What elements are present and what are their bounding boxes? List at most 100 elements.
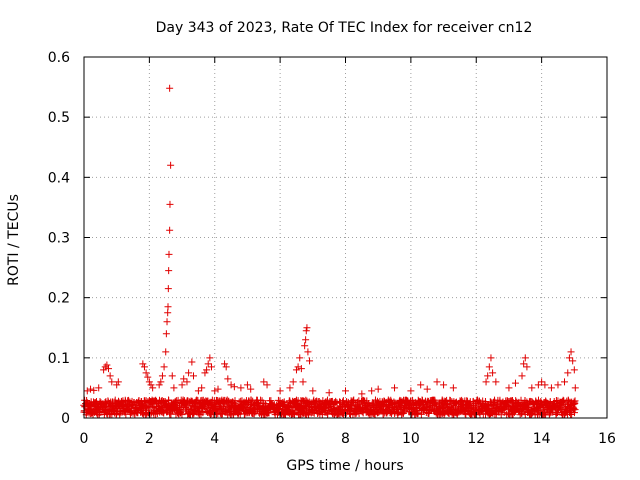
y-tick-label: 0.5 bbox=[48, 110, 70, 126]
data-point bbox=[306, 357, 314, 365]
data-point bbox=[518, 372, 526, 380]
data-point bbox=[296, 354, 304, 362]
data-points bbox=[80, 84, 579, 419]
data-point bbox=[166, 200, 174, 208]
data-point bbox=[299, 378, 307, 386]
data-point bbox=[564, 369, 572, 377]
data-point bbox=[139, 360, 147, 368]
data-point bbox=[194, 387, 202, 395]
data-point bbox=[302, 336, 310, 344]
data-point bbox=[300, 409, 308, 417]
data-point bbox=[164, 309, 172, 317]
data-point bbox=[108, 378, 116, 386]
y-tick-label: 0.4 bbox=[48, 170, 70, 186]
data-point bbox=[554, 381, 562, 389]
data-point bbox=[83, 387, 91, 395]
x-tick-label: 12 bbox=[467, 431, 485, 447]
data-point bbox=[426, 406, 434, 414]
data-point bbox=[87, 385, 95, 393]
data-point bbox=[565, 397, 573, 405]
data-point bbox=[164, 285, 172, 293]
data-point bbox=[523, 363, 531, 371]
x-tick-label: 8 bbox=[341, 431, 350, 447]
data-point bbox=[237, 384, 245, 392]
data-point bbox=[230, 383, 238, 391]
y-tick-label: 0.1 bbox=[48, 351, 70, 367]
data-point bbox=[178, 411, 186, 419]
y-tick-label: 0 bbox=[61, 411, 70, 427]
data-point bbox=[489, 369, 497, 377]
data-point bbox=[314, 409, 322, 417]
data-point bbox=[207, 363, 215, 371]
data-point bbox=[384, 402, 392, 410]
data-point bbox=[147, 381, 155, 389]
data-point bbox=[263, 381, 271, 389]
data-point bbox=[178, 381, 186, 389]
data-point bbox=[175, 410, 183, 418]
data-point bbox=[106, 372, 114, 380]
data-point bbox=[143, 404, 151, 412]
y-tick-label: 0.2 bbox=[48, 291, 70, 307]
data-point bbox=[101, 363, 109, 371]
data-point bbox=[452, 399, 460, 407]
data-point bbox=[439, 404, 447, 412]
x-tick-label: 6 bbox=[276, 431, 285, 447]
data-point bbox=[374, 385, 382, 393]
data-point bbox=[309, 387, 317, 395]
data-point bbox=[190, 372, 198, 380]
data-point bbox=[417, 381, 425, 389]
data-point bbox=[160, 363, 168, 371]
data-point bbox=[414, 409, 422, 417]
data-point bbox=[391, 384, 399, 392]
data-point bbox=[162, 330, 170, 338]
data-point bbox=[95, 384, 103, 392]
x-tick-label: 0 bbox=[80, 431, 89, 447]
data-point bbox=[105, 365, 113, 373]
data-point bbox=[553, 409, 561, 417]
data-point bbox=[547, 384, 555, 392]
data-point bbox=[221, 360, 229, 368]
data-point bbox=[243, 381, 251, 389]
data-point bbox=[100, 366, 108, 374]
data-point bbox=[567, 348, 575, 356]
data-point bbox=[541, 381, 549, 389]
data-point bbox=[157, 378, 165, 386]
data-point bbox=[571, 406, 579, 414]
data-point bbox=[569, 357, 577, 365]
data-point bbox=[358, 390, 366, 398]
data-point bbox=[487, 354, 495, 362]
data-point bbox=[350, 396, 358, 404]
data-point bbox=[289, 378, 297, 386]
data-point bbox=[163, 318, 171, 326]
data-point bbox=[224, 375, 232, 383]
data-point bbox=[260, 378, 268, 386]
data-point bbox=[449, 384, 457, 392]
data-point bbox=[218, 404, 226, 412]
data-point bbox=[528, 384, 536, 392]
data-point bbox=[180, 375, 188, 383]
data-point bbox=[485, 363, 493, 371]
data-point bbox=[188, 358, 196, 366]
data-point bbox=[162, 348, 170, 356]
data-point bbox=[138, 409, 146, 417]
data-point bbox=[286, 384, 294, 392]
data-point bbox=[168, 372, 176, 380]
data-point bbox=[368, 387, 376, 395]
data-point bbox=[114, 378, 122, 386]
data-point bbox=[185, 369, 193, 377]
data-point bbox=[166, 84, 174, 92]
data-point bbox=[565, 354, 573, 362]
data-point bbox=[570, 366, 578, 374]
data-point bbox=[538, 378, 546, 386]
data-point bbox=[484, 372, 492, 380]
data-point bbox=[101, 399, 109, 407]
data-point bbox=[418, 396, 426, 404]
data-point bbox=[90, 386, 98, 394]
data-point bbox=[142, 369, 150, 377]
data-point bbox=[407, 387, 415, 395]
x-tick-label: 4 bbox=[210, 431, 219, 447]
data-point bbox=[145, 378, 153, 386]
data-point bbox=[511, 379, 519, 387]
data-point bbox=[227, 381, 235, 389]
